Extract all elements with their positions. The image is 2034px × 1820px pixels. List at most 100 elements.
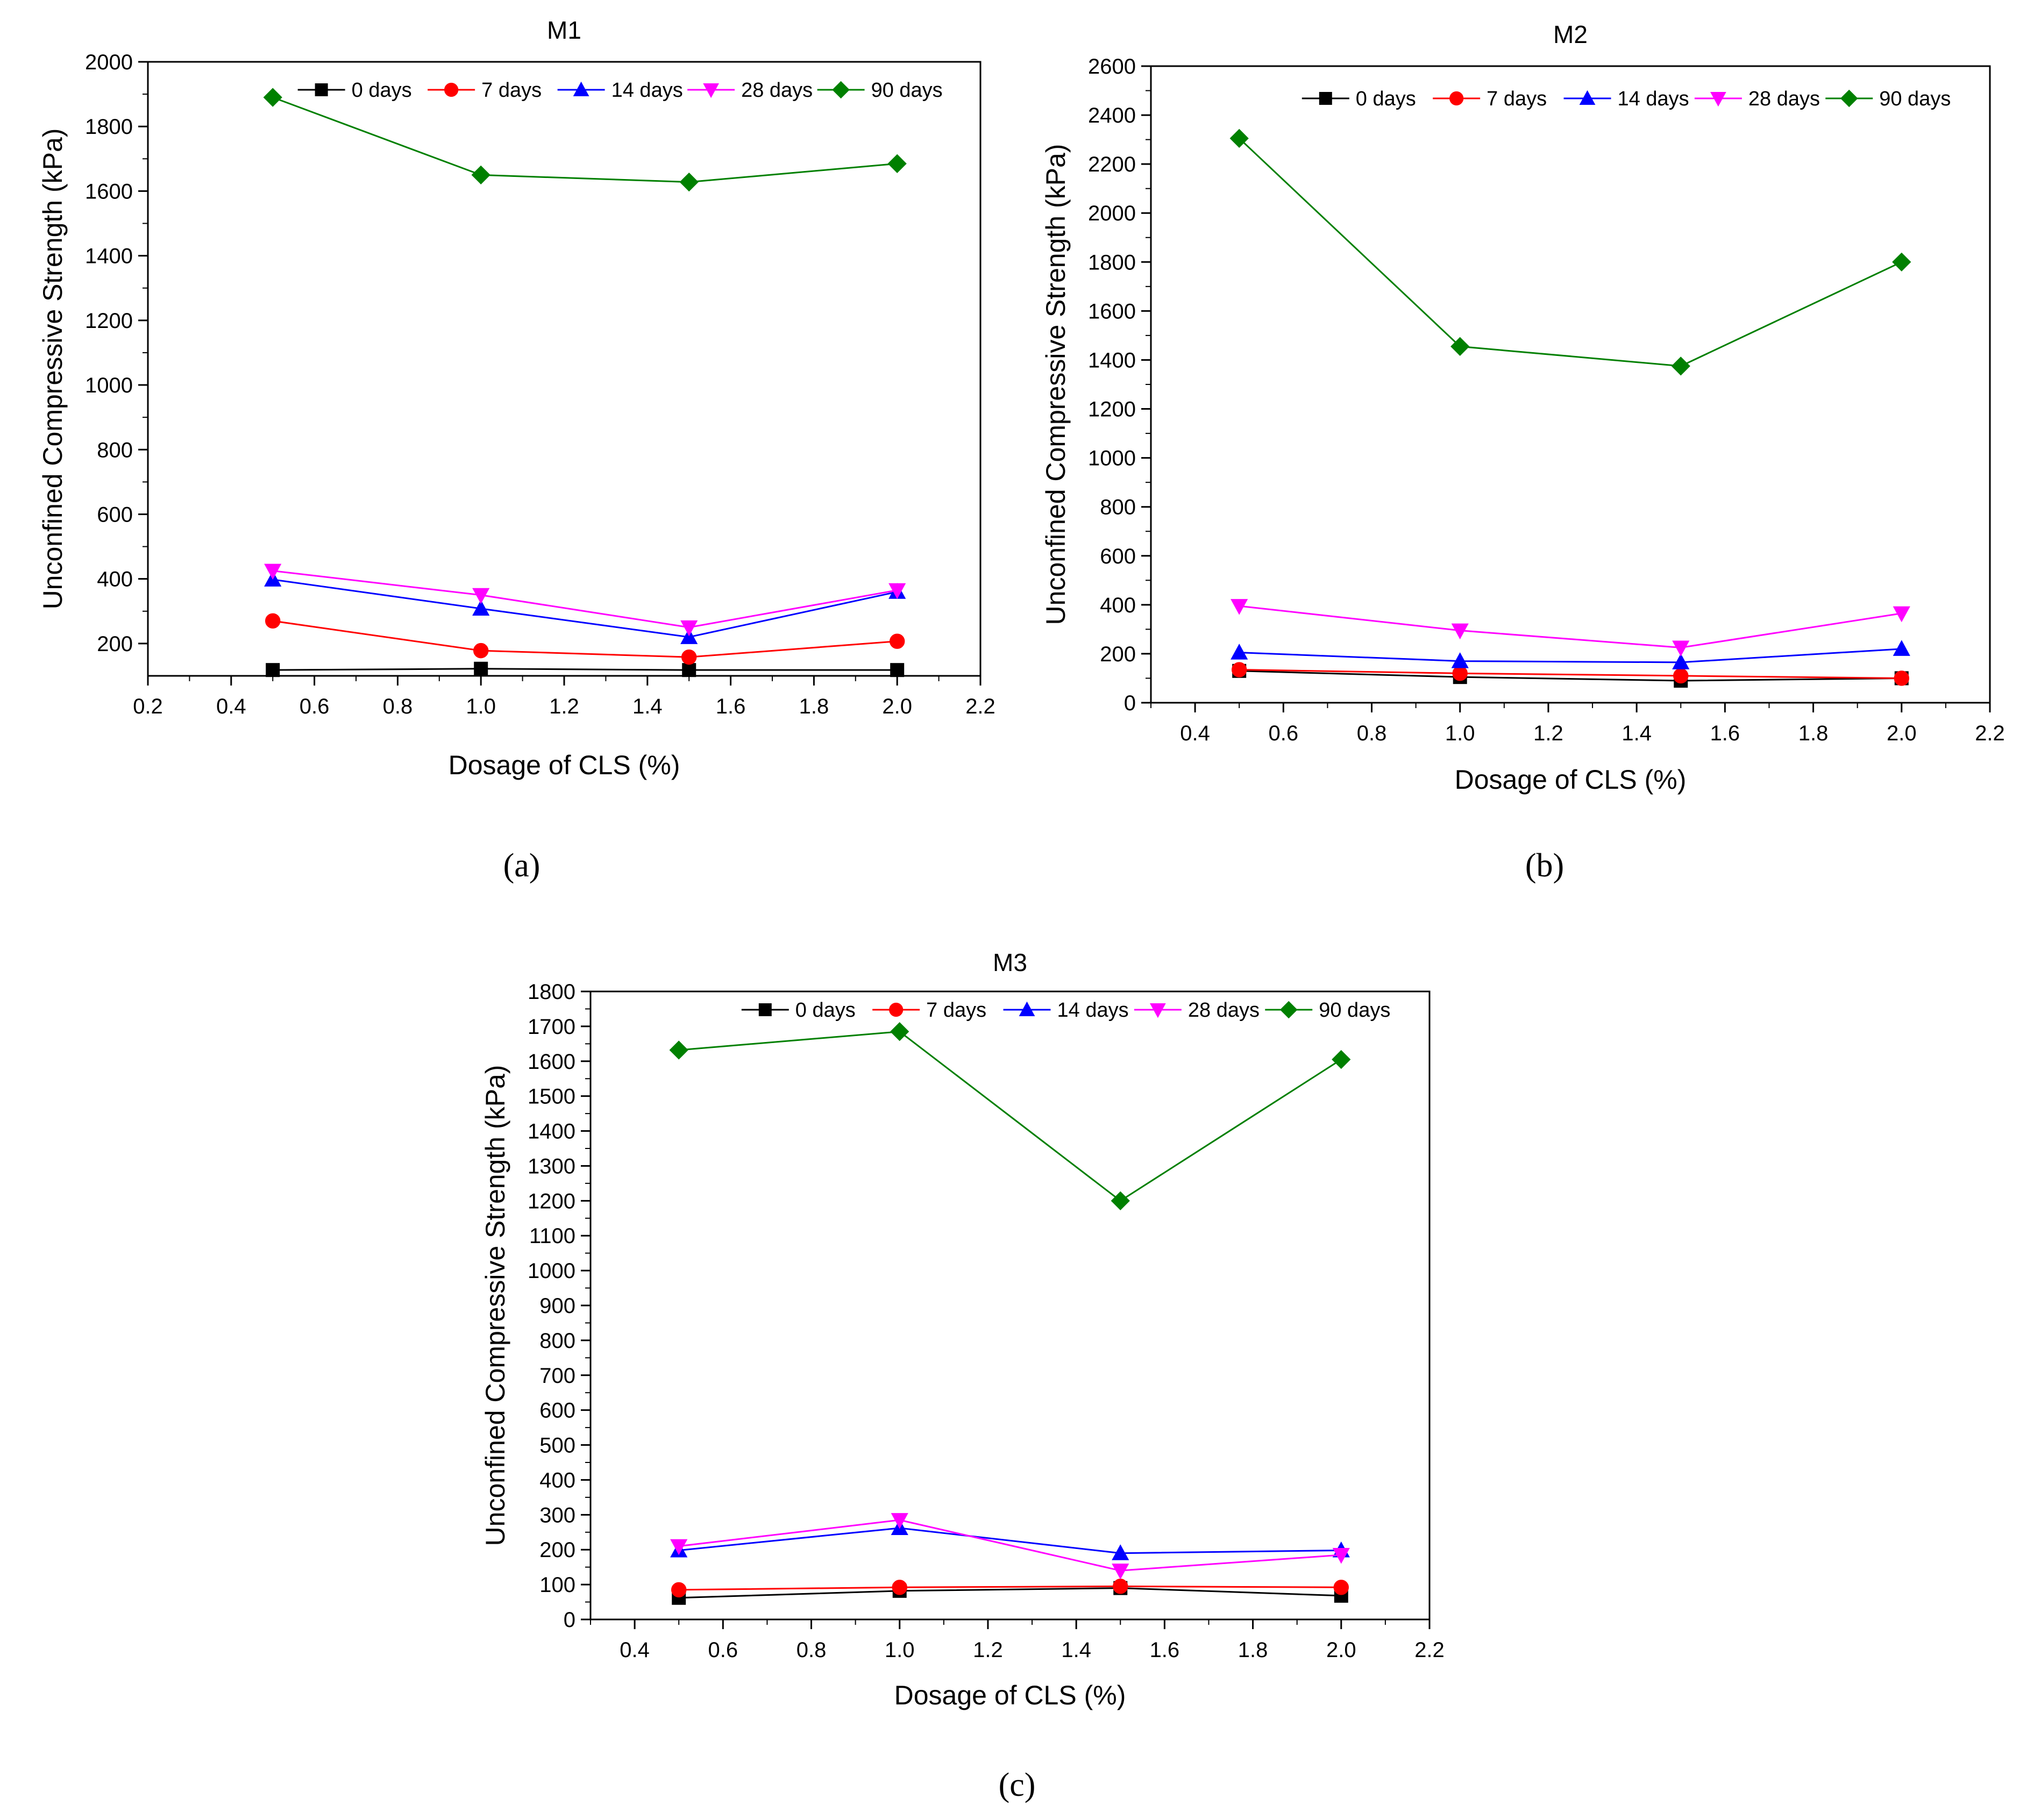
data-point <box>1112 1544 1129 1560</box>
data-point <box>1333 1580 1349 1595</box>
x-axis-label: Dosage of CLS (%) <box>1455 765 1687 795</box>
legend-marker <box>1319 92 1332 105</box>
data-point <box>265 613 281 629</box>
data-point <box>1673 668 1689 684</box>
x-tick-label: 1.8 <box>1238 1638 1268 1662</box>
data-point <box>1893 640 1910 656</box>
data-point <box>471 165 490 184</box>
x-tick-label: 0.2 <box>133 695 163 718</box>
y-tick-label: 400 <box>97 568 133 591</box>
data-point <box>1672 653 1690 669</box>
legend-label: 28 days <box>1748 88 1820 110</box>
chart-title: M2 <box>1553 20 1588 48</box>
series-7-days <box>671 1579 1349 1598</box>
y-tick-label: 1000 <box>528 1259 575 1283</box>
series-line <box>679 1519 1341 1572</box>
legend-marker <box>758 1003 772 1016</box>
y-tick-label: 1500 <box>528 1085 575 1109</box>
x-tick-label: 1.6 <box>716 695 746 718</box>
panel-label-a: (a) <box>503 847 540 884</box>
y-axis-label: Unconfined Compressive Strength (kPa) <box>480 1065 510 1546</box>
data-point <box>1113 1579 1128 1594</box>
y-tick-label: 800 <box>539 1329 575 1353</box>
data-point <box>472 588 490 604</box>
data-point <box>888 583 906 599</box>
y-tick-label: 1800 <box>1088 251 1136 274</box>
y-tick-label: 1400 <box>85 245 133 268</box>
x-tick-label: 2.2 <box>1414 1638 1445 1662</box>
data-point <box>472 599 490 616</box>
data-point <box>263 88 282 107</box>
data-point <box>671 1582 687 1598</box>
y-tick-label: 1400 <box>1088 348 1136 372</box>
x-tick-label: 1.4 <box>1621 722 1652 745</box>
legend-marker <box>889 1002 904 1017</box>
legend-marker <box>1840 89 1858 108</box>
data-point <box>1894 670 1909 686</box>
x-tick-label: 0.6 <box>1269 722 1299 745</box>
x-tick-label: 1.0 <box>885 1638 915 1662</box>
y-axis-label: Unconfined Compressive Strength (kPa) <box>38 129 68 610</box>
y-tick-label: 2000 <box>85 51 133 74</box>
legend-marker <box>832 81 850 99</box>
legend-label: 7 days <box>1487 88 1547 110</box>
legend-label: 0 days <box>352 79 412 102</box>
y-tick-label: 1100 <box>529 1224 575 1248</box>
series-line <box>273 668 898 671</box>
x-tick-label: 1.4 <box>1061 1638 1091 1662</box>
data-point <box>1231 644 1248 660</box>
y-tick-label: 300 <box>539 1503 575 1527</box>
data-point <box>1231 599 1248 615</box>
legend-label: 90 days <box>871 79 943 102</box>
data-point <box>670 1539 688 1555</box>
x-tick-label: 2.0 <box>1326 1638 1356 1662</box>
data-point <box>679 172 699 192</box>
x-tick-label: 1.0 <box>466 695 496 718</box>
data-point <box>1112 1564 1129 1580</box>
y-tick-label: 200 <box>97 632 133 656</box>
y-tick-label: 1400 <box>528 1120 575 1144</box>
x-tick-label: 2.2 <box>965 695 995 718</box>
data-point <box>1671 356 1690 376</box>
y-tick-label: 1800 <box>85 115 133 139</box>
data-point <box>890 633 905 649</box>
series-line <box>273 570 898 629</box>
x-tick-label: 2.0 <box>882 695 912 718</box>
x-tick-label: 0.6 <box>300 695 330 718</box>
data-point <box>1892 252 1911 272</box>
y-tick-label: 700 <box>539 1364 575 1388</box>
data-point <box>266 663 280 677</box>
legend-marker <box>1579 90 1596 105</box>
x-axis-label: Dosage of CLS (%) <box>449 750 680 780</box>
y-tick-label: 400 <box>539 1468 575 1492</box>
series-7-days <box>1232 662 1909 686</box>
x-tick-label: 1.2 <box>549 695 579 718</box>
chart-m3: M3 0.4 0.6 0.8 1.0 1.2 1.4 1.6 1.8 2.0 2.2 0 100 200 3… <box>480 948 1445 1710</box>
series-90-days <box>669 1022 1351 1210</box>
legend-label: 90 days <box>1879 88 1951 110</box>
data-point <box>682 663 696 677</box>
legend: 0 days 7 days 14 days 28 days 90 days <box>1302 88 1951 110</box>
series-28-days <box>1231 599 1910 657</box>
y-tick-label: 0 <box>1124 691 1136 715</box>
legend-label: 7 days <box>481 79 542 102</box>
y-tick-label: 1700 <box>528 1015 575 1039</box>
series-line <box>1239 605 1902 649</box>
x-axis-label: Dosage of CLS (%) <box>894 1680 1126 1710</box>
y-tick-label: 900 <box>539 1294 575 1318</box>
legend-label: 14 days <box>611 79 683 102</box>
series-28-days <box>670 1513 1350 1580</box>
data-point <box>890 663 905 677</box>
y-tick-label: 400 <box>1100 594 1136 617</box>
y-axis-label: Unconfined Compressive Strength (kPa) <box>1041 144 1071 625</box>
legend-marker <box>1279 1001 1298 1019</box>
x-tick-label: 0.6 <box>708 1638 738 1662</box>
legend-marker <box>315 83 328 96</box>
x-tick-label: 1.6 <box>1710 722 1740 745</box>
y-tick-label: 200 <box>539 1538 575 1562</box>
data-point <box>1893 606 1910 623</box>
y-tick-label: 2200 <box>1088 153 1136 176</box>
y-tick-label: 1800 <box>528 980 575 1004</box>
data-point <box>680 620 698 637</box>
